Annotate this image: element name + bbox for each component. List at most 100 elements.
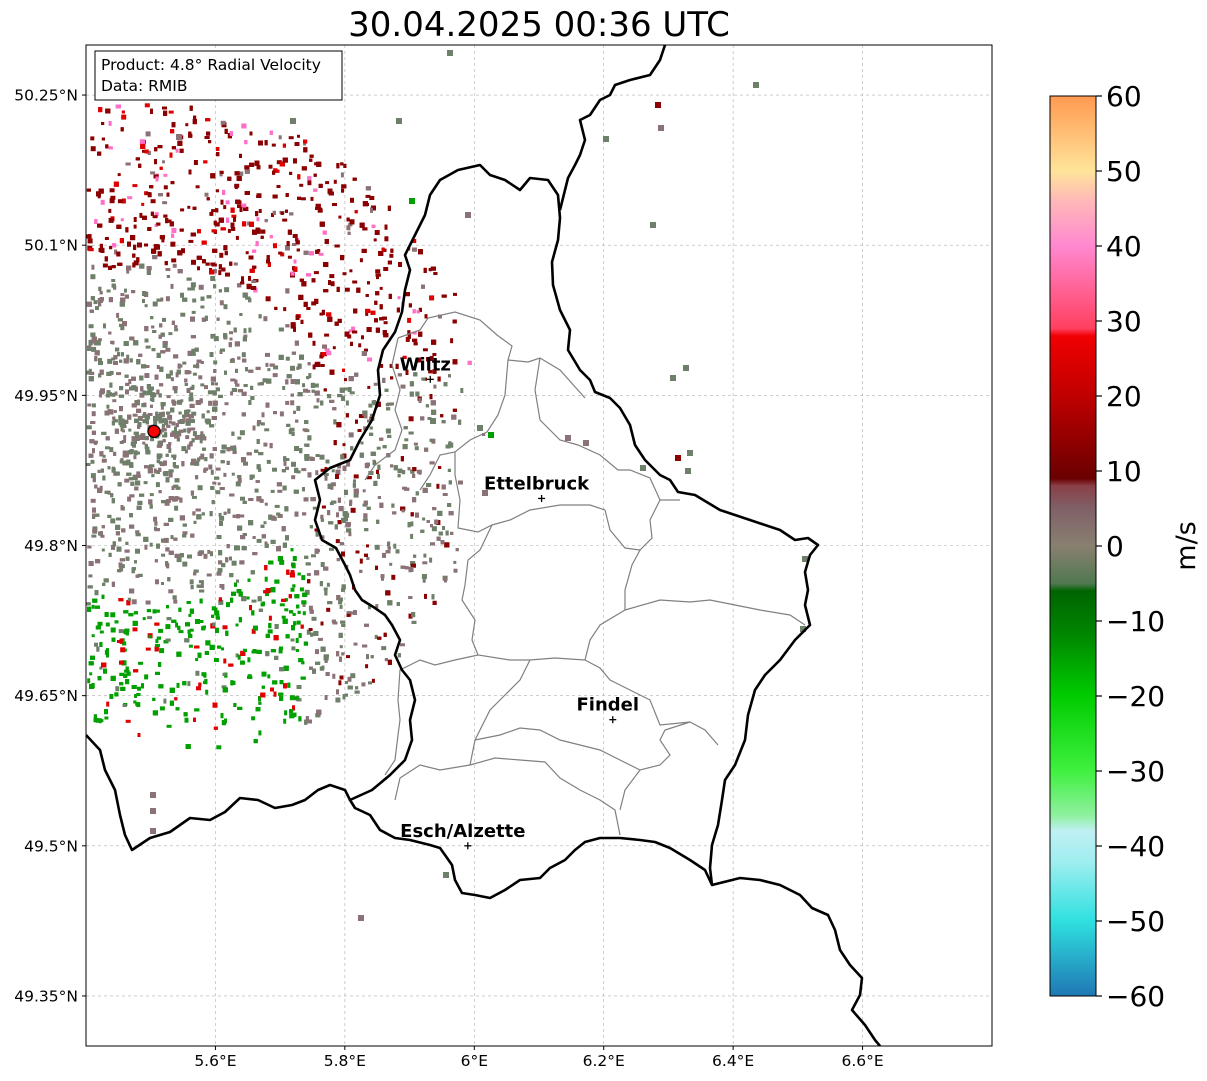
echo-pixel [219, 487, 225, 490]
echo-pixel [379, 437, 384, 441]
echo-pixel [351, 326, 356, 331]
echo-pixel [340, 255, 345, 261]
echo-pixel [371, 678, 375, 683]
echo-pixel [255, 480, 260, 483]
echo-pixel [249, 131, 253, 136]
echo-pixel [314, 362, 319, 367]
echo-pixel [137, 686, 141, 691]
echo-pixel [88, 342, 93, 346]
echo-pixel [356, 287, 361, 293]
echo-pixel [175, 622, 179, 628]
echo-pixel [403, 426, 408, 430]
echo-pixel [118, 562, 123, 568]
echo-pixel [170, 283, 174, 289]
echo-pixel [90, 274, 96, 280]
echo-pixel [458, 419, 462, 425]
echo-pixel [97, 298, 103, 303]
echo-pixel [135, 437, 140, 441]
echo-pixel [200, 383, 205, 387]
echo-pixel [156, 222, 161, 226]
echo-pixel [200, 453, 205, 457]
echo-pixel [310, 382, 315, 388]
echo-pixel [229, 331, 233, 335]
echo-pixel [177, 269, 183, 274]
echo-pixel [125, 389, 129, 395]
echo-pixel [195, 619, 200, 624]
echo-pixel [250, 385, 254, 390]
echo-pixel [142, 299, 145, 303]
echo-pixel [295, 638, 299, 643]
echo-pixel [179, 497, 183, 503]
echo-pixel [264, 140, 268, 146]
echo-pixel [327, 188, 333, 194]
echo-pixel [293, 621, 297, 626]
echo-pixel [336, 512, 339, 518]
echo-pixel [196, 514, 202, 520]
echo-pixel [127, 196, 133, 200]
echo-pixel [92, 507, 96, 513]
echo-pixel [344, 378, 347, 382]
echo-pixel [117, 173, 121, 177]
echo-pixel [352, 177, 357, 181]
echo-pixel [225, 630, 229, 636]
echo-pixel [147, 388, 153, 393]
echo-pixel [302, 487, 305, 492]
echo-pixel [438, 314, 442, 319]
echo-pixel [230, 680, 236, 685]
echo-pixel [97, 469, 101, 473]
echo-pixel [168, 420, 172, 424]
echo-pixel [237, 706, 243, 710]
echo-pixel [107, 409, 111, 414]
echo-pixel [431, 594, 435, 600]
echo-pixel [304, 555, 309, 559]
echo-pixel [390, 376, 394, 380]
echo-pixel [191, 411, 197, 416]
echo-pixel [94, 605, 100, 609]
echo-pixel [198, 682, 202, 687]
echo-pixel [144, 338, 149, 343]
echo-pixel [163, 110, 168, 116]
echo-pixel [417, 357, 422, 363]
echo-pixel [86, 234, 92, 239]
echo-pixel [362, 489, 366, 493]
echo-pixel [277, 514, 283, 518]
echo-pixel [380, 574, 385, 579]
echo-pixel [229, 131, 233, 136]
echo-pixel [209, 453, 214, 459]
echo-pixel [237, 475, 242, 478]
echo-pixel [303, 142, 307, 146]
echo-pixel [159, 412, 164, 417]
echo-pixel [292, 243, 297, 246]
echo-pixel [276, 185, 281, 188]
echo-pixel [349, 269, 353, 273]
echo-pixel [122, 454, 128, 458]
echo-pixel [213, 369, 217, 373]
echo-pixel [147, 468, 153, 474]
echo-pixel [129, 386, 134, 391]
echo-pixel [87, 678, 91, 684]
echo-pixel [88, 248, 94, 252]
echo-pixel [361, 682, 366, 687]
echo-pixel [414, 446, 419, 451]
echo-pixel [302, 428, 308, 432]
echo-pixel [265, 402, 270, 408]
echo-pixel [212, 702, 218, 708]
echo-pixel [176, 401, 181, 405]
echo-pixel [134, 694, 138, 698]
echo-pixel [292, 584, 296, 588]
echo-pixel [365, 194, 371, 198]
echo-pixel [86, 425, 92, 430]
echo-pixel [163, 537, 169, 543]
echo-pixel [335, 539, 340, 544]
echo-pixel [296, 366, 300, 370]
echo-pixel [422, 561, 428, 565]
echo-pixel [123, 673, 128, 678]
echo-pixel [407, 467, 411, 471]
echo-pixel [196, 584, 202, 588]
echo-pixel [193, 717, 196, 722]
echo-pixel [239, 560, 245, 565]
echo-pixel [304, 454, 310, 460]
echo-pixel [144, 191, 149, 196]
echo-pixel [208, 140, 212, 144]
echo-pixel [270, 687, 274, 692]
